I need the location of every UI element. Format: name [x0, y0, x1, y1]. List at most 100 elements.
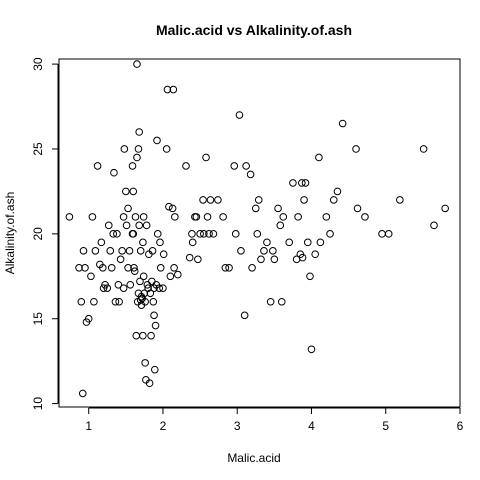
data-point — [106, 247, 115, 255]
data-point — [205, 230, 213, 238]
data-point — [166, 272, 175, 281]
data-point — [221, 264, 230, 272]
data-point — [196, 230, 204, 238]
data-point — [294, 213, 302, 221]
data-point — [200, 230, 208, 238]
data-point — [131, 213, 140, 221]
data-point — [430, 221, 438, 230]
data-point — [84, 314, 93, 323]
plot-area-box — [58, 58, 461, 408]
data-point — [276, 221, 285, 230]
data-point — [135, 221, 143, 230]
x-axis-label: Malic.acid — [227, 451, 280, 465]
data-point — [148, 247, 157, 255]
data-point — [97, 238, 106, 247]
data-point — [119, 284, 128, 292]
data-point — [182, 162, 190, 170]
data-point — [274, 204, 282, 213]
data-point — [277, 297, 286, 306]
data-point — [156, 264, 165, 272]
data-point — [203, 213, 212, 221]
y-axis-label: Alkalinity.of.ash — [3, 192, 17, 274]
data-point — [254, 196, 263, 204]
data-point — [144, 284, 152, 292]
data-point — [133, 60, 141, 68]
data-point — [214, 196, 222, 204]
data-point — [122, 221, 131, 230]
data-point — [99, 284, 108, 292]
x-tick-label: 5 — [382, 419, 389, 433]
data-point — [165, 202, 173, 211]
data-point — [129, 187, 138, 196]
data-point — [352, 145, 360, 153]
data-point — [266, 297, 275, 306]
data-point — [159, 284, 167, 292]
data-point — [219, 213, 227, 221]
data-point — [153, 230, 162, 238]
chart-title: Malic.acid vs Alkalinity.of.ash — [156, 22, 352, 38]
data-point — [128, 162, 137, 170]
data-point — [99, 264, 107, 272]
data-point — [170, 264, 178, 272]
data-point — [378, 230, 386, 238]
data-point — [81, 264, 89, 272]
data-point — [248, 264, 256, 272]
data-point — [136, 277, 144, 286]
data-point — [188, 238, 197, 247]
data-point — [171, 213, 179, 221]
data-point — [242, 162, 250, 170]
data-point — [126, 280, 135, 289]
data-point — [129, 230, 138, 238]
data-point — [120, 145, 129, 153]
y-tick-label: 25 — [31, 142, 45, 156]
data-point — [113, 230, 121, 238]
data-point — [153, 136, 161, 145]
data-point — [109, 230, 118, 238]
data-point — [141, 297, 149, 306]
data-point — [136, 247, 145, 255]
data-point — [107, 264, 116, 272]
data-point — [125, 247, 134, 255]
data-point — [119, 213, 128, 221]
data-point — [246, 170, 255, 179]
data-point — [118, 247, 126, 255]
data-point — [155, 284, 164, 292]
data-point — [298, 179, 306, 187]
data-point — [237, 247, 245, 255]
data-point — [353, 204, 362, 213]
data-point — [136, 296, 145, 304]
data-point — [163, 85, 172, 94]
data-point — [285, 238, 294, 247]
data-point — [87, 272, 95, 281]
data-point — [185, 253, 194, 262]
data-point — [168, 204, 177, 213]
data-point — [322, 213, 331, 221]
data-point — [169, 85, 178, 94]
data-point — [146, 289, 155, 298]
x-axis: 1 2 3 4 5 6 — [85, 407, 464, 433]
data-point — [269, 247, 277, 255]
data-point — [361, 213, 369, 221]
data-point — [145, 379, 154, 388]
data-point — [206, 196, 215, 204]
data-point — [279, 213, 288, 221]
data-point — [300, 196, 308, 204]
data-point — [148, 277, 156, 286]
data-point — [132, 331, 141, 340]
data-point — [75, 264, 83, 272]
data-point — [192, 213, 201, 221]
data-point — [130, 264, 138, 272]
data-point — [209, 230, 218, 238]
data-point — [225, 264, 233, 272]
data-point — [301, 179, 310, 187]
y-tick-label: 15 — [31, 312, 45, 326]
data-points — [65, 60, 449, 398]
data-point — [77, 297, 86, 306]
data-point — [315, 153, 323, 162]
data-point — [306, 272, 314, 281]
data-point — [140, 289, 149, 298]
x-tick-label: 3 — [234, 419, 241, 433]
data-point — [202, 153, 210, 162]
data-point — [307, 345, 316, 354]
